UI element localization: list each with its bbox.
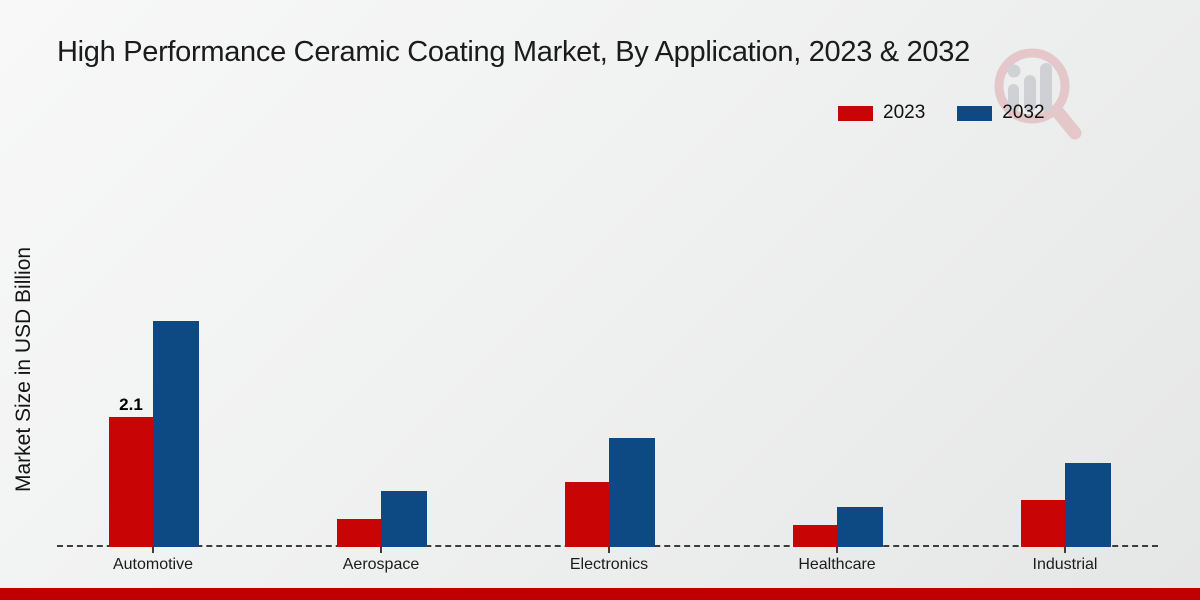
bar-value-label: 2.1 [119, 395, 143, 414]
bar-2032-healthcare [837, 507, 883, 547]
legend-swatch-2032 [957, 105, 993, 121]
x-axis-tick [152, 547, 154, 553]
footer-red-bar [0, 588, 1200, 600]
category-label: Automotive [112, 556, 194, 573]
legend-label-2023: 2023 [883, 102, 926, 123]
category-label: Healthcare [798, 556, 876, 573]
y-axis-label: Market Size in USD Billion [12, 246, 35, 492]
bar-2023-electronics [565, 482, 609, 547]
bar-2023-industrial [1021, 500, 1065, 547]
x-axis-tick [1064, 547, 1066, 553]
category-label: Aerospace [342, 556, 420, 573]
category-label: Electronics [569, 556, 649, 573]
bar-2032-electronics [609, 438, 655, 547]
category-label: Industrial [1032, 556, 1098, 573]
legend-item-2023: 2023 [838, 102, 925, 124]
legend: 2023 2032 [838, 102, 1045, 124]
legend-label-2032: 2032 [1002, 102, 1045, 123]
legend-item-2032: 2032 [957, 102, 1045, 124]
x-axis-tick [380, 547, 382, 553]
bar-2023-automotive [109, 417, 153, 547]
x-axis-tick [608, 547, 610, 553]
bar-2023-aerospace [337, 519, 381, 547]
bar-2032-aerospace [381, 491, 427, 547]
bar-2032-industrial [1065, 463, 1111, 547]
x-axis-tick [836, 547, 838, 553]
bar-2032-automotive [153, 321, 199, 547]
legend-swatch-2023 [838, 105, 873, 121]
bar-2023-healthcare [793, 525, 837, 547]
magnifier-bar-chart-logo-icon [994, 48, 1082, 140]
chart-title: High Performance Ceramic Coating Market,… [57, 36, 970, 68]
